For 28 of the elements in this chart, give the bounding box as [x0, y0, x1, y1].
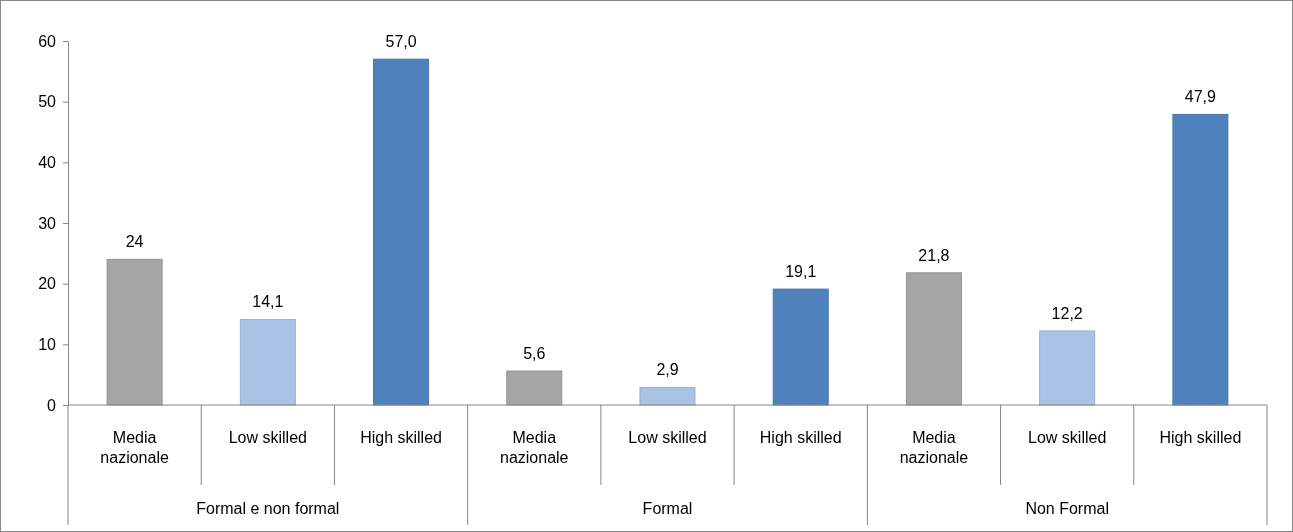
text: High skilled [759, 429, 842, 446]
text: Media nazionale [899, 429, 969, 466]
text: Low skilled [228, 429, 307, 446]
x-tick-label: Formal [642, 500, 693, 517]
data-label: 19,1 [785, 263, 817, 281]
data-label: 24 [125, 233, 144, 251]
x-tick-label: Formal e non formal [196, 500, 340, 517]
data-label: 14,1 [252, 293, 284, 311]
data-label: 21,8 [918, 246, 950, 264]
y-tick-label: 50 [38, 93, 57, 111]
text: Media nazionale [500, 429, 569, 466]
y-tick-label: 30 [38, 214, 57, 232]
y-tick-label: 0 [47, 396, 57, 414]
y-tick-label: 20 [38, 275, 57, 293]
y-tick-label: 60 [38, 32, 57, 50]
y-tick-label: 10 [38, 335, 57, 353]
series-label: Media nazionale [100, 429, 169, 466]
x-tick-label: Non Formal [1025, 500, 1109, 517]
data-label: 12,2 [1051, 304, 1083, 322]
y-tick-label: 40 [38, 153, 57, 171]
text: Low skilled [628, 429, 707, 446]
series-label: High skilled [360, 429, 442, 446]
data-label: 5,6 [523, 345, 546, 363]
text: High skilled [1159, 429, 1242, 446]
series-label: Low skilled [1028, 429, 1107, 446]
data-label: 47,9 [1184, 88, 1217, 106]
data-label: 2,9 [656, 361, 679, 379]
data-label: 57,0 [385, 33, 417, 51]
